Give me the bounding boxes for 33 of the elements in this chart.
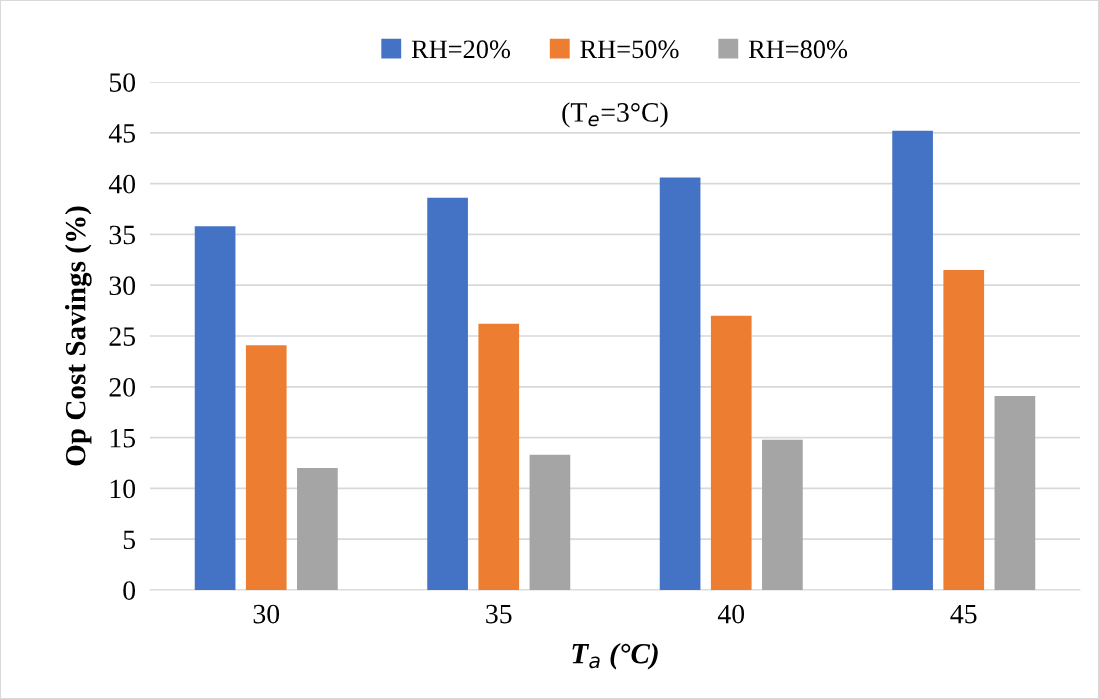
y-tick-label: 40 [108, 174, 136, 194]
bar [297, 468, 338, 590]
x-tick-label: 45 [950, 604, 977, 624]
y-tick-label: 5 [123, 530, 136, 550]
bar [427, 197, 468, 590]
x-tick-label: 30 [253, 604, 280, 624]
bar [245, 345, 287, 590]
bar [892, 130, 933, 590]
legend-label: RH=50% [580, 40, 679, 59]
bar [194, 226, 236, 590]
bar [994, 395, 1036, 590]
bar [659, 177, 701, 590]
y-tick-label: 50 [109, 73, 136, 92]
y-tick-label: 45 [108, 124, 136, 143]
y-tick-label: 30 [109, 276, 136, 296]
annotation: (T$_{e}$=3°C) [562, 102, 668, 128]
bar [710, 315, 752, 590]
x-axis-title: T$_{a}$ (°C) [572, 642, 658, 670]
bar [762, 439, 803, 590]
legend-label: RH=80% [748, 40, 848, 59]
x-tick-label: 35 [486, 604, 512, 624]
y-axis-title: Op Cost Savings (%) [64, 206, 92, 466]
y-tick-label: 20 [109, 377, 136, 397]
legend-label: RH=20% [411, 40, 511, 59]
bar [529, 454, 571, 590]
bar [478, 323, 520, 590]
bar [943, 269, 985, 590]
y-tick-label: 10 [110, 479, 136, 499]
x-tick-label: 40 [717, 604, 745, 624]
y-tick-label: 25 [109, 327, 136, 346]
y-tick-label: 0 [123, 581, 136, 600]
y-tick-label: 15 [110, 428, 136, 448]
y-tick-label: 35 [109, 225, 136, 245]
